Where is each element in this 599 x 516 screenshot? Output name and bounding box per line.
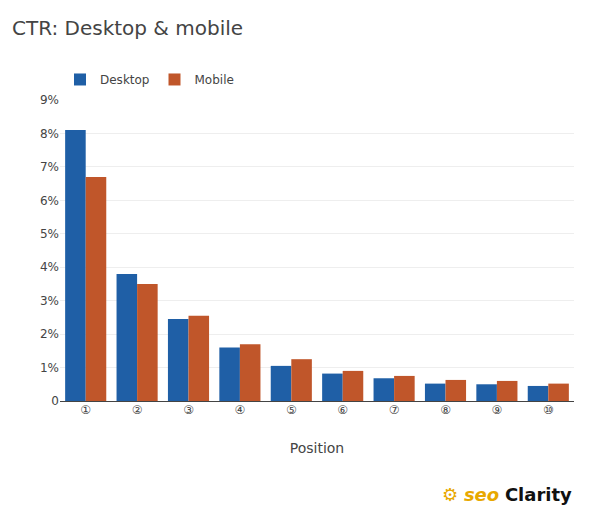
svg-text:8%: 8% xyxy=(40,127,59,141)
svg-text:⑤: ⑤ xyxy=(286,403,297,417)
svg-text:CTR: Desktop & mobile: CTR: Desktop & mobile xyxy=(12,16,243,40)
svg-text:⑦: ⑦ xyxy=(389,403,400,417)
svg-text:Desktop: Desktop xyxy=(100,73,150,87)
svg-text:⑨: ⑨ xyxy=(492,403,503,417)
svg-text:3%: 3% xyxy=(40,294,59,308)
svg-text:2%: 2% xyxy=(40,327,59,341)
svg-text:Mobile: Mobile xyxy=(195,73,234,87)
svg-text:4%: 4% xyxy=(40,260,59,274)
svg-text:Position: Position xyxy=(290,440,345,456)
svg-text:⑧: ⑧ xyxy=(440,403,451,417)
svg-text:③: ③ xyxy=(183,403,194,417)
svg-text:①: ① xyxy=(80,403,91,417)
svg-text:1%: 1% xyxy=(40,361,59,375)
svg-text:②: ② xyxy=(132,403,143,417)
svg-text:9%: 9% xyxy=(40,93,59,107)
svg-text:0: 0 xyxy=(51,394,59,408)
svg-text:5%: 5% xyxy=(40,227,59,241)
svg-text:⑩: ⑩ xyxy=(543,403,554,417)
svg-text:④: ④ xyxy=(235,403,246,417)
svg-text:⑥: ⑥ xyxy=(337,403,348,417)
svg-text:7%: 7% xyxy=(40,160,59,174)
svg-text:6%: 6% xyxy=(40,194,59,208)
svg-text:⚙ seo Clarity: ⚙ seo Clarity xyxy=(442,484,572,505)
